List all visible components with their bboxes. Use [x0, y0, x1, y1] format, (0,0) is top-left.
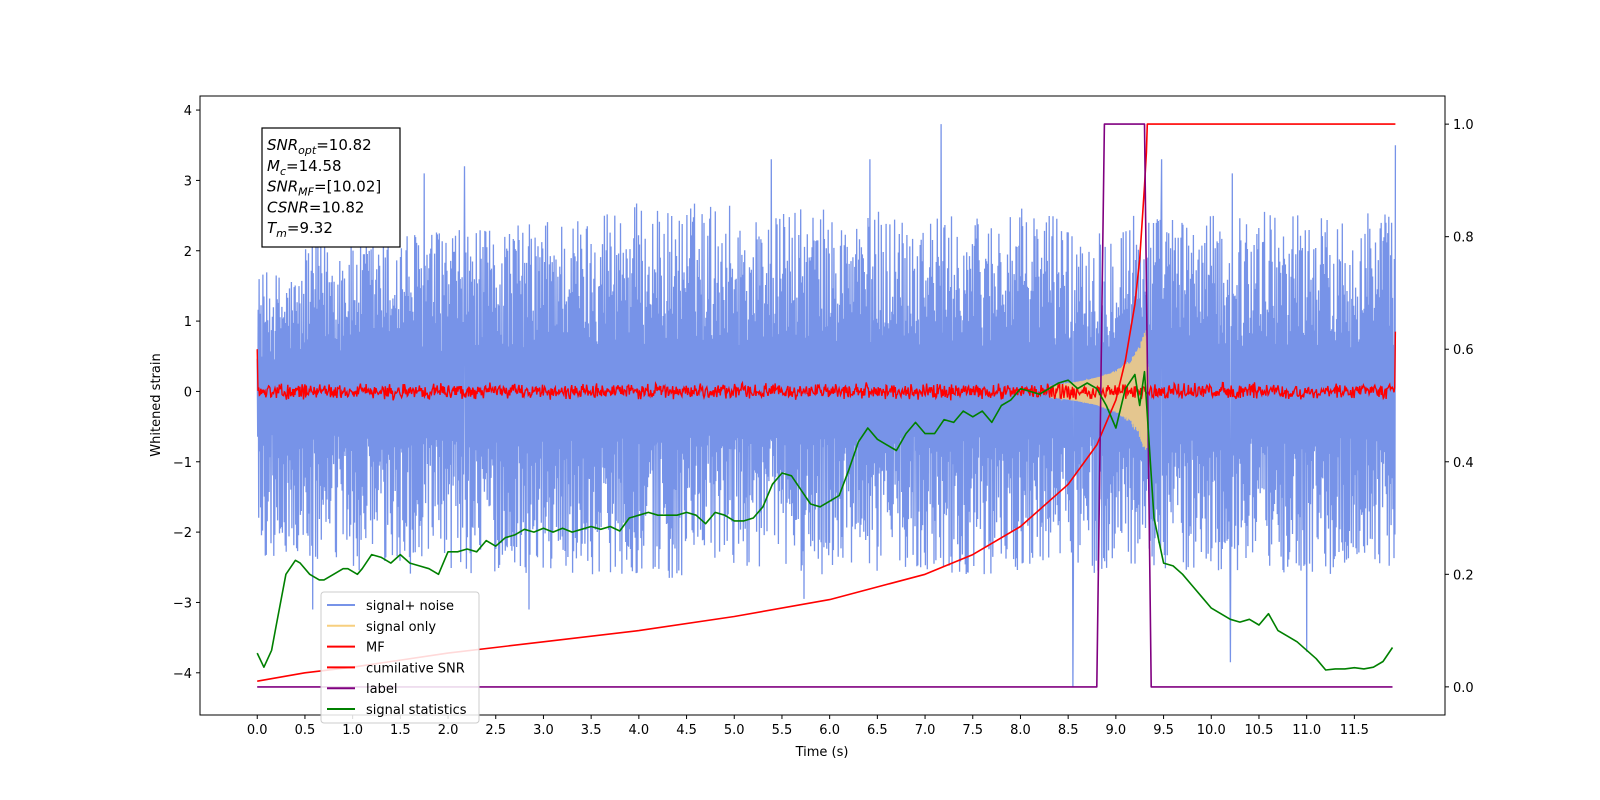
y-axis-label: Whitened strain	[149, 353, 164, 456]
x-tick-label: 5.0	[724, 723, 745, 738]
x-axis-label: Time (s)	[795, 745, 849, 760]
plot-frame	[199, 95, 1446, 716]
annotation-line: Tm=9.32	[267, 219, 333, 240]
x-tick-label: 5.5	[772, 723, 793, 738]
y-tick-label: −2	[173, 526, 192, 541]
x-tick-label: 2.0	[438, 723, 459, 738]
x-tick-label: 11.0	[1292, 723, 1321, 738]
annotation-line: SNRMF=[10.02]	[267, 178, 381, 199]
y-tick-label: 0	[184, 385, 192, 400]
y-tick-label: −1	[173, 456, 192, 471]
x-tick-label: 6.5	[867, 723, 888, 738]
annotation-line: CSNR=10.82	[267, 198, 364, 216]
x-tick-label: 4.0	[629, 723, 650, 738]
plot-area	[256, 123, 1397, 688]
series-cumulative-snr	[257, 123, 1396, 682]
y2-tick-label: 1.0	[1453, 118, 1474, 133]
legend-entry-label: label	[366, 682, 397, 697]
annotation-frame	[261, 127, 401, 248]
annotation-line: Mc=14.58	[267, 157, 342, 178]
legend-frame	[320, 591, 480, 724]
y-tick-label: 1	[184, 315, 192, 330]
series-signal-only	[1048, 330, 1150, 450]
x-tick-label: 10.0	[1197, 723, 1226, 738]
x-tick-label: 7.0	[915, 723, 936, 738]
y-tick-label: −4	[173, 667, 192, 682]
y-axis-right: 1.0 0.8 0.6 0.4 0.2 0.0	[1445, 118, 1474, 696]
y2-tick-label: 0.0	[1453, 681, 1474, 696]
x-tick-label: 3.5	[581, 723, 602, 738]
legend-entry-label: signal only	[366, 620, 436, 635]
x-tick-label: 8.5	[1058, 723, 1079, 738]
x-tick-label: 1.5	[390, 723, 411, 738]
series-mf	[256, 331, 1397, 401]
y-tick-label: 4	[184, 104, 192, 119]
legend-entry-label: signal+ noise	[366, 599, 454, 614]
y2-tick-label: 0.2	[1453, 568, 1474, 583]
y2-tick-label: 0.8	[1453, 231, 1474, 246]
y2-tick-label: 0.6	[1453, 343, 1474, 358]
y-axis-left: 4 3 2 1 0 −1 −2 −3 −4	[173, 104, 200, 682]
series-label	[257, 123, 1393, 688]
x-axis: 0.0 0.5 1.0 1.5 2.0 2.5 3.0 3.5 4.0 4.5 5.0 5.5 6.0 6…	[247, 715, 1369, 738]
x-tick-label: 9.5	[1153, 723, 1174, 738]
x-tick-label: 2.5	[485, 723, 506, 738]
x-tick-label: 4.5	[676, 723, 697, 738]
y-tick-label: −3	[173, 596, 192, 611]
series-signal-noise	[256, 124, 1397, 687]
y-tick-label: 2	[184, 245, 192, 260]
legend-entry-label: cumilative SNR	[366, 661, 465, 676]
x-tick-label: 0.5	[295, 723, 316, 738]
x-tick-label: 10.5	[1244, 723, 1273, 738]
legend-entry-label: signal statistics	[366, 703, 467, 718]
series-signal-statistics	[256, 370, 1394, 671]
x-tick-label: 9.0	[1106, 723, 1127, 738]
x-tick-label: 8.0	[1010, 723, 1031, 738]
x-tick-label: 3.0	[533, 723, 554, 738]
x-tick-label: 0.0	[247, 723, 268, 738]
x-tick-label: 11.5	[1340, 723, 1369, 738]
legend-entry-label: MF	[366, 641, 385, 656]
y2-tick-label: 0.4	[1453, 456, 1474, 471]
legend: signal+ noise signal only MF cumilative SNR…	[320, 591, 480, 724]
y-tick-label: 3	[184, 174, 192, 189]
annotation-line: SNRopt=10.82	[267, 136, 372, 157]
stats-annotation-box: SNRopt=10.82Mc=14.58SNRMF=[10.02]CSNR=10…	[261, 127, 401, 248]
x-tick-label: 1.0	[342, 723, 363, 738]
x-tick-label: 7.5	[962, 723, 983, 738]
x-tick-label: 6.0	[819, 723, 840, 738]
